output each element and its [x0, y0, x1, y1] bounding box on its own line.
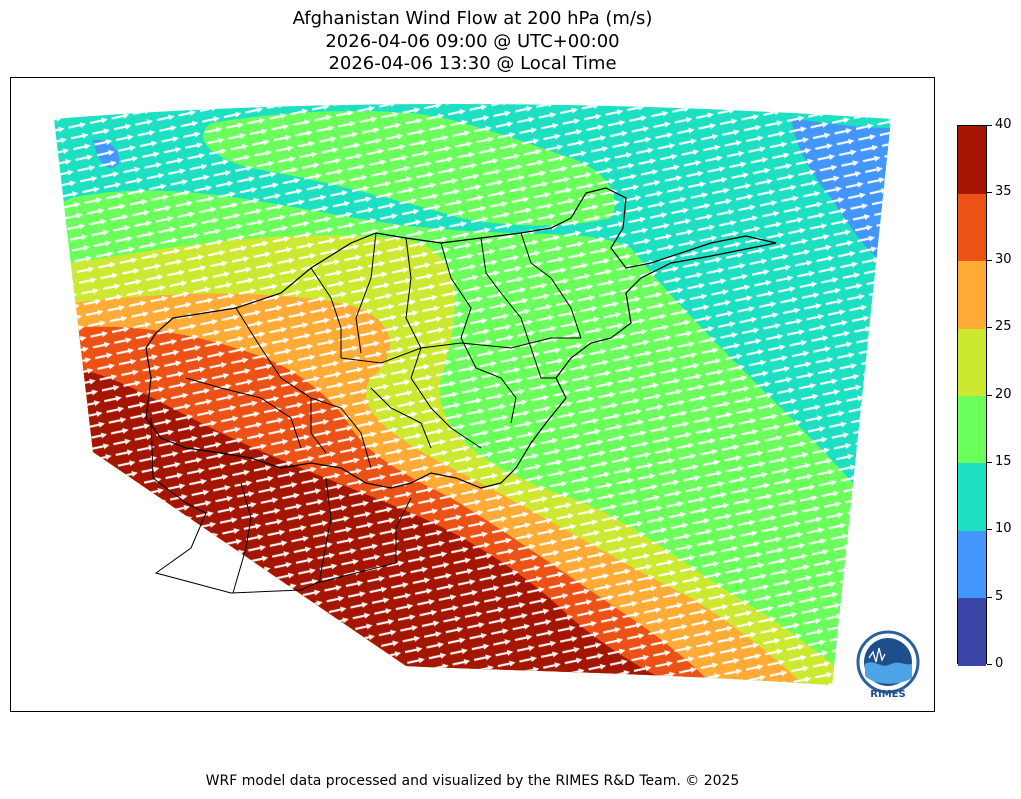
- province-line-5: [480, 237, 532, 349]
- province-line-6: [520, 232, 582, 339]
- colorbar-tick-label: 30: [995, 251, 1012, 267]
- colorbar-tick-label: 10: [995, 521, 1012, 537]
- wind-map: [54, 103, 891, 685]
- map-frame: [10, 77, 935, 712]
- colorbar-level-25-30: [958, 260, 986, 329]
- southern-province-lines: [150, 417, 412, 594]
- colorbar-level-5-10: [958, 530, 986, 599]
- colorbar-tick-label: 15: [995, 453, 1012, 469]
- colorbar-level-35-40: [958, 126, 986, 194]
- colorbar-tick-label: 5: [995, 588, 1004, 604]
- colorbar-level-20-25: [958, 328, 986, 396]
- rimes-logo: RIMES: [855, 630, 921, 700]
- colorbar-level-30-35: [958, 193, 986, 262]
- province-line-13: [310, 398, 327, 454]
- colorbar-tick-label: 20: [995, 386, 1012, 402]
- province-line-south-2: [318, 477, 332, 584]
- province-line-8: [185, 377, 302, 449]
- colorbar-tick: [987, 192, 992, 194]
- logo-text: RIMES: [870, 689, 905, 700]
- afghanistan-boundaries: [145, 187, 777, 594]
- colorbar: [957, 125, 987, 666]
- wind-speed-field: [54, 103, 891, 685]
- colorbar-tick-label: 35: [995, 184, 1012, 200]
- footer-credit: WRF model data processed and visualized …: [205, 773, 740, 789]
- colorbar-tick: [987, 664, 992, 665]
- wind-vectors: [54, 103, 891, 685]
- province-line-12: [530, 347, 556, 379]
- province-line-14: [370, 387, 432, 449]
- map-title: Afghanistan Wind Flow at 200 hPa (m/s): [292, 8, 653, 29]
- colorbar-tick: [987, 327, 992, 329]
- province-line-9: [340, 337, 581, 364]
- colorbar-tick: [987, 461, 992, 463]
- map-subtitle-utc: 2026-04-06 09:00 @ UTC+00:00: [325, 31, 620, 52]
- logo-seismic-line: [868, 647, 886, 663]
- map-subtitle-local: 2026-04-06 13:30 @ Local Time: [328, 53, 617, 74]
- colorbar-tick: [987, 596, 992, 598]
- province-line-south-1: [232, 482, 252, 594]
- colorbar-level-0-5: [958, 597, 986, 666]
- province-line-4: [440, 242, 477, 369]
- colorbar-tick-label: 0: [995, 656, 1004, 671]
- colorbar-tick-label: 25: [995, 319, 1012, 335]
- colorbar-tick: [987, 259, 992, 261]
- province-line-1: [310, 267, 342, 358]
- colorbar-level-15-20: [958, 395, 986, 464]
- province-line-11: [475, 367, 517, 424]
- province-line-10: [410, 377, 482, 449]
- logo-wave: [865, 662, 912, 684]
- colorbar-tick: [987, 125, 992, 126]
- colorbar-tick: [987, 394, 992, 396]
- colorbar-tick: [987, 529, 992, 531]
- colorbar-tick-label: 40: [995, 117, 1012, 132]
- province-line-2: [355, 232, 377, 354]
- colorbar-level-10-15: [958, 462, 986, 531]
- province-line-3: [405, 237, 422, 379]
